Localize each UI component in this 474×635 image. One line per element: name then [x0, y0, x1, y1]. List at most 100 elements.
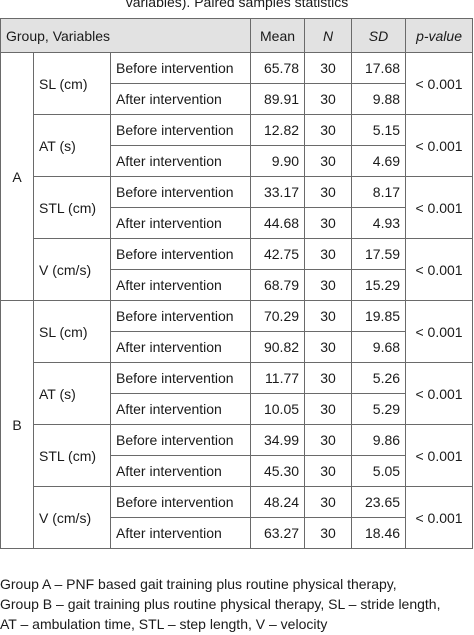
sd-value: 4.69: [351, 145, 407, 177]
condition-label: Before intervention: [109, 300, 252, 332]
header-group-variables: Group, Variables: [0, 18, 252, 53]
table-caption: variables). Paired samples statistics: [125, 0, 349, 10]
condition-label: Before intervention: [109, 114, 252, 146]
sd-value: 5.26: [351, 362, 407, 394]
table-row: AT (s) Before intervention 11.77 30 5.26 < 0.…: [1, 362, 474, 425]
mean-value: 11.77: [250, 362, 306, 394]
header-p-value-label: p-value: [416, 27, 462, 44]
group-label: B: [0, 300, 34, 549]
sd-value: 8.17: [351, 176, 407, 208]
footnote-line: AT – ambulation time, STL – step length,…: [0, 616, 328, 632]
n-value: 30: [304, 269, 353, 301]
condition-label: Before intervention: [109, 362, 252, 394]
p-value: < 0.001: [405, 238, 474, 301]
condition-label: After intervention: [109, 269, 252, 301]
table-row: V (cm/s) Before intervention 42.75 30 17.59 <…: [1, 238, 474, 301]
footnote-line: Group B – gait training plus routine phy…: [0, 596, 441, 612]
p-value: < 0.001: [405, 362, 474, 425]
variable-label: AT (s): [33, 362, 111, 425]
mean-value: 33.17: [250, 176, 306, 208]
p-value: < 0.001: [405, 486, 474, 549]
condition-label: Before intervention: [109, 176, 252, 208]
mean-value: 63.27: [250, 517, 306, 549]
n-value: 30: [304, 300, 353, 332]
sd-value: 5.05: [351, 455, 407, 487]
header-p-value: p-value: [405, 18, 474, 53]
table-row: V (cm/s) Before intervention 48.24 30 23.65 <…: [1, 486, 474, 549]
n-value: 30: [304, 238, 353, 270]
header-n: N: [304, 18, 353, 53]
condition-label: Before intervention: [109, 424, 252, 456]
p-value: < 0.001: [405, 300, 474, 363]
group-label: A: [0, 52, 34, 301]
variable-label: AT (s): [33, 114, 111, 177]
sd-value: 17.59: [351, 238, 407, 270]
sd-value: 4.93: [351, 207, 407, 239]
sd-value: 9.86: [351, 424, 407, 456]
table-row: After intervention 10.05 30 5.29: [1, 393, 473, 425]
condition-label: After intervention: [109, 517, 252, 549]
table-row: B SL (cm) Before intervention 70.29 30 19.85 <…: [0, 300, 474, 549]
variable-label: V (cm/s): [33, 486, 111, 549]
condition-label: Before intervention: [109, 486, 252, 518]
table-row: After intervention 9.90 30 4.69: [1, 145, 473, 177]
condition-label: Before intervention: [109, 238, 252, 270]
mean-value: 10.05: [250, 393, 306, 425]
sd-value: 19.85: [351, 300, 407, 332]
n-value: 30: [304, 331, 353, 363]
variable-label: SL (cm): [33, 300, 111, 363]
mean-value: 45.30: [250, 455, 306, 487]
sd-value: 17.68: [351, 52, 407, 84]
condition-label: After intervention: [109, 455, 252, 487]
n-value: 30: [304, 393, 353, 425]
n-value: 30: [304, 176, 353, 208]
mean-value: 12.82: [250, 114, 306, 146]
table-row: After intervention 44.68 30 4.93: [1, 207, 473, 239]
n-value: 30: [304, 207, 353, 239]
mean-value: 70.29: [250, 300, 306, 332]
variable-label: STL (cm): [33, 424, 111, 487]
condition-label: After intervention: [109, 83, 252, 115]
p-value: < 0.001: [405, 176, 474, 239]
condition-label: After intervention: [109, 331, 252, 363]
mean-value: 44.68: [250, 207, 306, 239]
p-value: < 0.001: [405, 52, 474, 115]
n-value: 30: [304, 362, 353, 394]
n-value: 30: [304, 145, 353, 177]
p-value: < 0.001: [405, 424, 474, 487]
mean-value: 65.78: [250, 52, 306, 84]
n-value: 30: [304, 455, 353, 487]
variable-label: V (cm/s): [33, 238, 111, 301]
condition-label: After intervention: [109, 145, 252, 177]
table-row: After intervention 68.79 30 15.29: [1, 269, 473, 301]
table-body: A SL (cm) Before intervention 65.78 30 17.68 <…: [0, 52, 474, 549]
sd-value: 5.29: [351, 393, 407, 425]
header-mean: Mean: [250, 18, 306, 53]
mean-value: 89.91: [250, 83, 306, 115]
mean-value: 90.82: [250, 331, 306, 363]
sd-value: 18.46: [351, 517, 407, 549]
sd-value: 9.88: [351, 83, 407, 115]
condition-label: Before intervention: [109, 52, 252, 84]
footnote-line: Group A – PNF based gait training plus r…: [0, 576, 397, 592]
sd-value: 23.65: [351, 486, 407, 518]
table-row: AT (s) Before intervention 12.82 30 5.15 < 0.…: [1, 114, 474, 177]
n-value: 30: [304, 114, 353, 146]
table-row: STL (cm) Before intervention 34.99 30 9.86 < …: [1, 424, 474, 487]
sd-value: 5.15: [351, 114, 407, 146]
mean-value: 34.99: [250, 424, 306, 456]
n-value: 30: [304, 83, 353, 115]
header-sd: SD: [351, 18, 407, 53]
n-value: 30: [304, 52, 353, 84]
condition-label: After intervention: [109, 207, 252, 239]
paired-samples-table: Group, Variables Mean N SD p-value A SL (…: [0, 18, 474, 549]
sd-value: 9.68: [351, 331, 407, 363]
n-value: 30: [304, 517, 353, 549]
table-row: STL (cm) Before intervention 33.17 30 8.17 < …: [1, 176, 474, 239]
sd-value: 15.29: [351, 269, 407, 301]
variable-label: STL (cm): [33, 176, 111, 239]
footnote: Group A – PNF based gait training plus r…: [0, 574, 474, 634]
mean-value: 42.75: [250, 238, 306, 270]
n-value: 30: [304, 486, 353, 518]
mean-value: 48.24: [250, 486, 306, 518]
